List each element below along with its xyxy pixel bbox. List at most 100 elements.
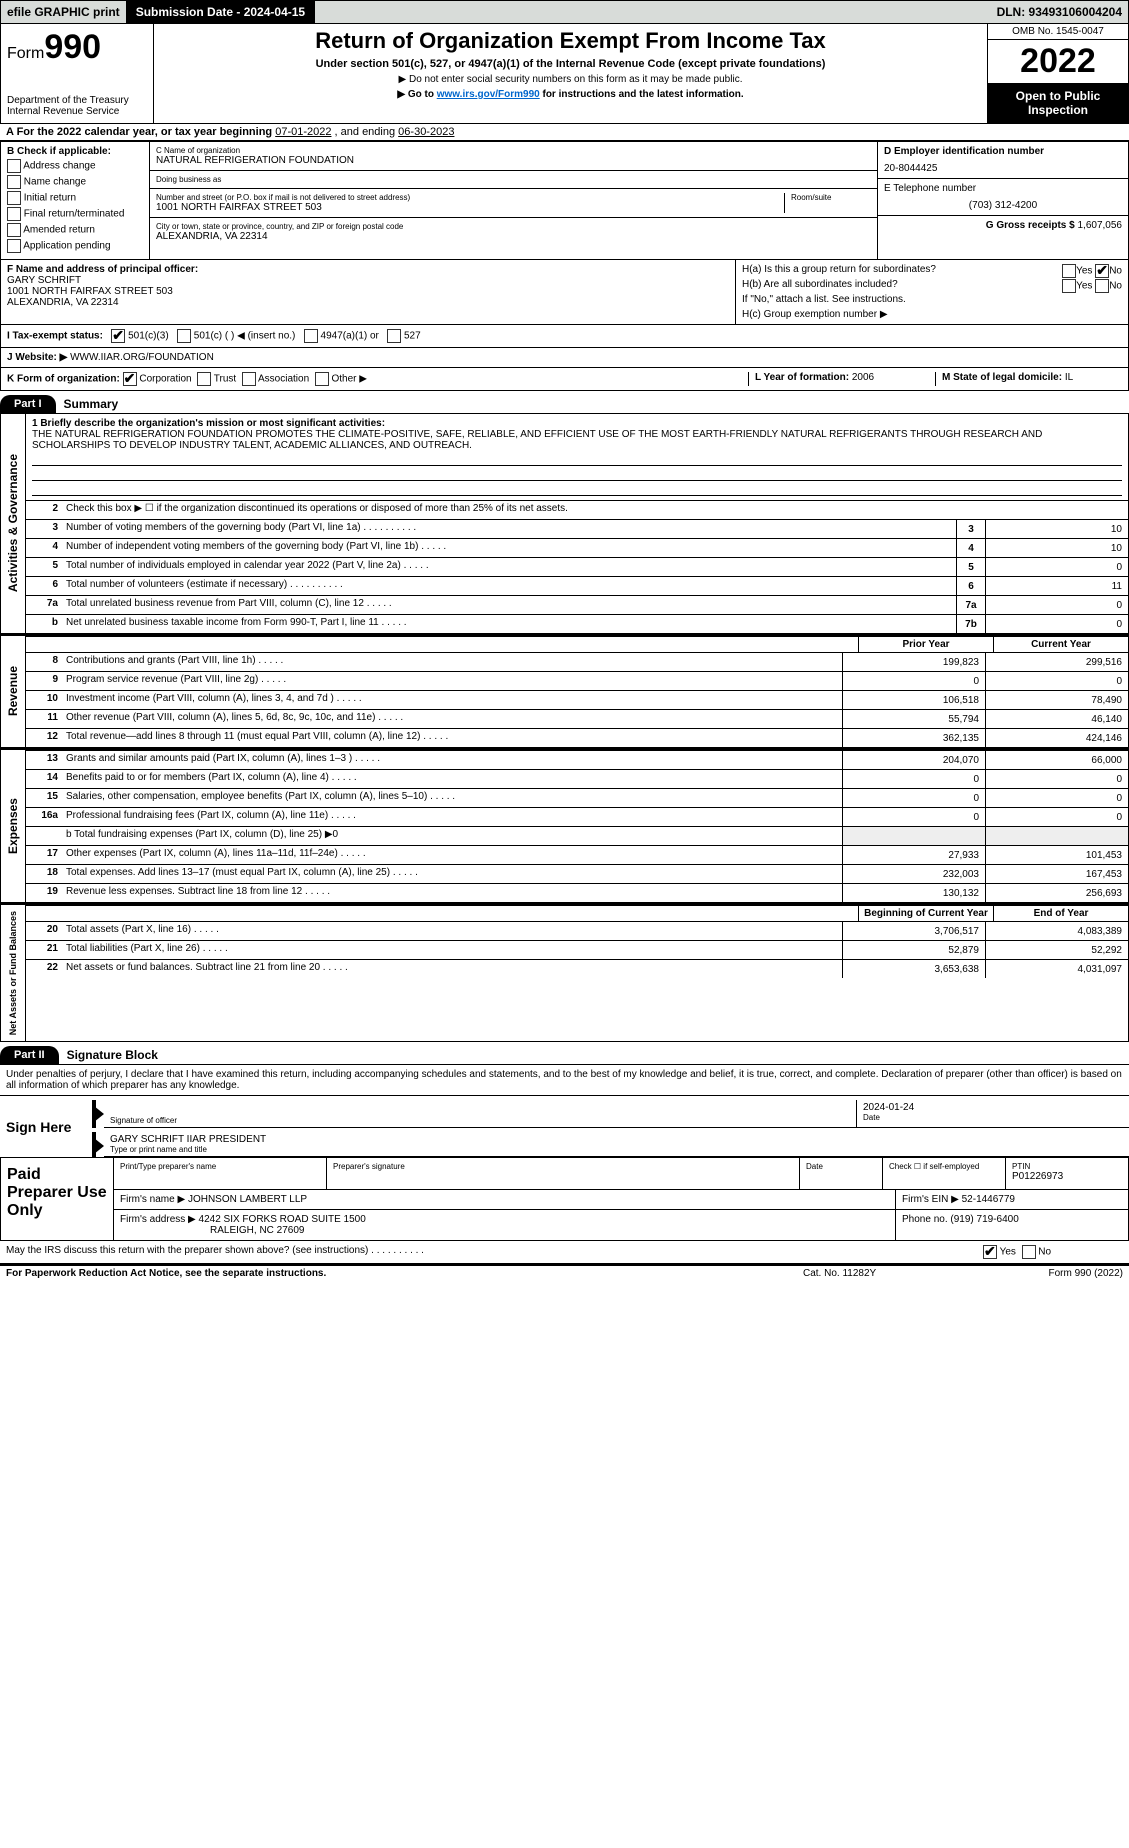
firm-name-label: Firm's name ▶ [120, 1194, 185, 1205]
firm-name: JOHNSON LAMBERT LLP [188, 1194, 307, 1205]
row-prior: 52,879 [842, 941, 985, 959]
discuss-no-chk[interactable] [1022, 1245, 1036, 1259]
row-current: 424,146 [985, 729, 1128, 747]
row-prior: 0 [842, 672, 985, 690]
expenses-vlabel: Expenses [4, 792, 22, 860]
governance-vlabel: Activities & Governance [4, 448, 22, 598]
discuss-text: May the IRS discuss this return with the… [6, 1245, 983, 1259]
irs-link[interactable]: www.irs.gov/Form990 [437, 89, 540, 100]
f-label: F Name and address of principal officer: [7, 264, 198, 275]
table-row: 13Grants and similar amounts paid (Part … [26, 750, 1128, 769]
row-prior: 27,933 [842, 846, 985, 864]
firm-phone-label: Phone no. [902, 1214, 948, 1225]
row-current: 256,693 [985, 884, 1128, 902]
row-prior: 0 [842, 808, 985, 826]
chk-501c[interactable] [177, 329, 191, 343]
dba-label: Doing business as [156, 175, 871, 184]
d-label: D Employer identification number [884, 146, 1044, 157]
line-3: Number of voting members of the governin… [62, 520, 956, 538]
line-16b: b Total fundraising expenses (Part IX, c… [62, 827, 842, 845]
chk-name-change[interactable]: Name change [7, 175, 143, 189]
form-header: Form990 Department of the Treasury Inter… [0, 24, 1129, 124]
revenue-vlabel: Revenue [4, 660, 22, 722]
chk-initial-return[interactable]: Initial return [7, 191, 143, 205]
omb-number: OMB No. 1545-0047 [988, 24, 1128, 40]
row-text: Benefits paid to or for members (Part IX… [62, 770, 842, 788]
val-6: 11 [985, 577, 1128, 595]
hb-yes-chk[interactable] [1062, 279, 1076, 293]
discuss-yes-chk[interactable] [983, 1245, 997, 1259]
m-label: M State of legal domicile: [942, 372, 1062, 383]
val-4: 10 [985, 539, 1128, 557]
chk-527[interactable] [387, 329, 401, 343]
row-current: 4,031,097 [985, 960, 1128, 978]
sign-here-block: Sign Here Signature of officer 2024-01-2… [0, 1095, 1129, 1157]
table-row: 18Total expenses. Add lines 13–17 (must … [26, 864, 1128, 883]
row-text: Contributions and grants (Part VIII, lin… [62, 653, 842, 671]
paid-preparer-label: Paid Preparer Use Only [1, 1158, 113, 1240]
table-row: 21Total liabilities (Part X, line 26)52,… [26, 940, 1128, 959]
row-current: 46,140 [985, 710, 1128, 728]
row-current: 0 [985, 789, 1128, 807]
val-5: 0 [985, 558, 1128, 576]
g-label: G Gross receipts $ [986, 220, 1075, 231]
row-current: 101,453 [985, 846, 1128, 864]
row-current: 78,490 [985, 691, 1128, 709]
hb-no-chk[interactable] [1095, 279, 1109, 293]
chk-amended[interactable]: Amended return [7, 223, 143, 237]
hdr-prior: Prior Year [858, 637, 993, 652]
chk-final-return[interactable]: Final return/terminated [7, 207, 143, 221]
table-row: 8Contributions and grants (Part VIII, li… [26, 652, 1128, 671]
chk-501c3[interactable] [111, 329, 125, 343]
row-prior: 199,823 [842, 653, 985, 671]
prep-date-label: Date [806, 1162, 876, 1171]
officer-addr1: 1001 NORTH FAIRFAX STREET 503 [7, 286, 173, 297]
row-prior: 0 [842, 789, 985, 807]
officer-name: GARY SCHRIFT [7, 275, 81, 286]
ha-yes-chk[interactable] [1062, 264, 1076, 278]
line-1-mission: 1 Briefly describe the organization's mi… [26, 414, 1128, 500]
section-j-website: J Website: ▶ WWW.IIAR.ORG/FOUNDATION [0, 348, 1129, 368]
row-prior: 362,135 [842, 729, 985, 747]
table-row: 20Total assets (Part X, line 16)3,706,51… [26, 921, 1128, 940]
section-k-l-m: K Form of organization: Corporation Trus… [0, 368, 1129, 391]
row-text: Net assets or fund balances. Subtract li… [62, 960, 842, 978]
row-text: Program service revenue (Part VIII, line… [62, 672, 842, 690]
a-pre: A For the 2022 calendar year, or tax yea… [6, 126, 275, 138]
prep-check-label: Check ☐ if self-employed [889, 1162, 999, 1171]
mission-text: THE NATURAL REFRIGERATION FOUNDATION PRO… [32, 429, 1042, 451]
chk-application-pending[interactable]: Application pending [7, 239, 143, 253]
gross-receipts: 1,607,056 [1078, 220, 1123, 231]
form-subtitle: Under section 501(c), 527, or 4947(a)(1)… [160, 58, 981, 70]
header-middle: Return of Organization Exempt From Incom… [154, 24, 987, 123]
chk-address-change[interactable]: Address change [7, 159, 143, 173]
table-row: 10Investment income (Part VIII, column (… [26, 690, 1128, 709]
footer-row: For Paperwork Reduction Act Notice, see … [0, 1265, 1129, 1281]
c-name-label: C Name of organization [156, 146, 871, 155]
val-7a: 0 [985, 596, 1128, 614]
form-title: Return of Organization Exempt From Incom… [160, 28, 981, 54]
part-i-header: Part I Summary [0, 395, 1129, 414]
section-f-h: F Name and address of principal officer:… [0, 260, 1129, 325]
instructions-link-line: ▶ Go to www.irs.gov/Form990 for instruct… [160, 89, 981, 100]
chk-4947[interactable] [304, 329, 318, 343]
chk-trust[interactable] [197, 372, 211, 386]
part-i-tab: Part I [0, 395, 56, 413]
ssn-warning: ▶ Do not enter social security numbers o… [160, 74, 981, 85]
line-2: Check this box ▶ ☐ if the organization d… [62, 501, 1128, 519]
table-row: 16aProfessional fundraising fees (Part I… [26, 807, 1128, 826]
line-6: Total number of volunteers (estimate if … [62, 577, 956, 595]
arrow-icon [94, 1138, 104, 1154]
open-to-public: Open to Public Inspection [988, 83, 1128, 123]
chk-assoc[interactable] [242, 372, 256, 386]
row-text: Total revenue—add lines 8 through 11 (mu… [62, 729, 842, 747]
efile-top-bar: efile GRAPHIC print Submission Date - 20… [0, 0, 1129, 24]
part-i-title: Summary [64, 397, 119, 411]
ha-no-chk[interactable] [1095, 264, 1109, 278]
chk-other[interactable] [315, 372, 329, 386]
website-url: WWW.IIAR.ORG/FOUNDATION [70, 352, 214, 363]
submission-date: Submission Date - 2024-04-15 [126, 1, 315, 23]
hb-label: H(b) Are all subordinates included? [742, 279, 898, 290]
chk-corp[interactable] [123, 372, 137, 386]
sig-date-label: Date [863, 1113, 1123, 1122]
